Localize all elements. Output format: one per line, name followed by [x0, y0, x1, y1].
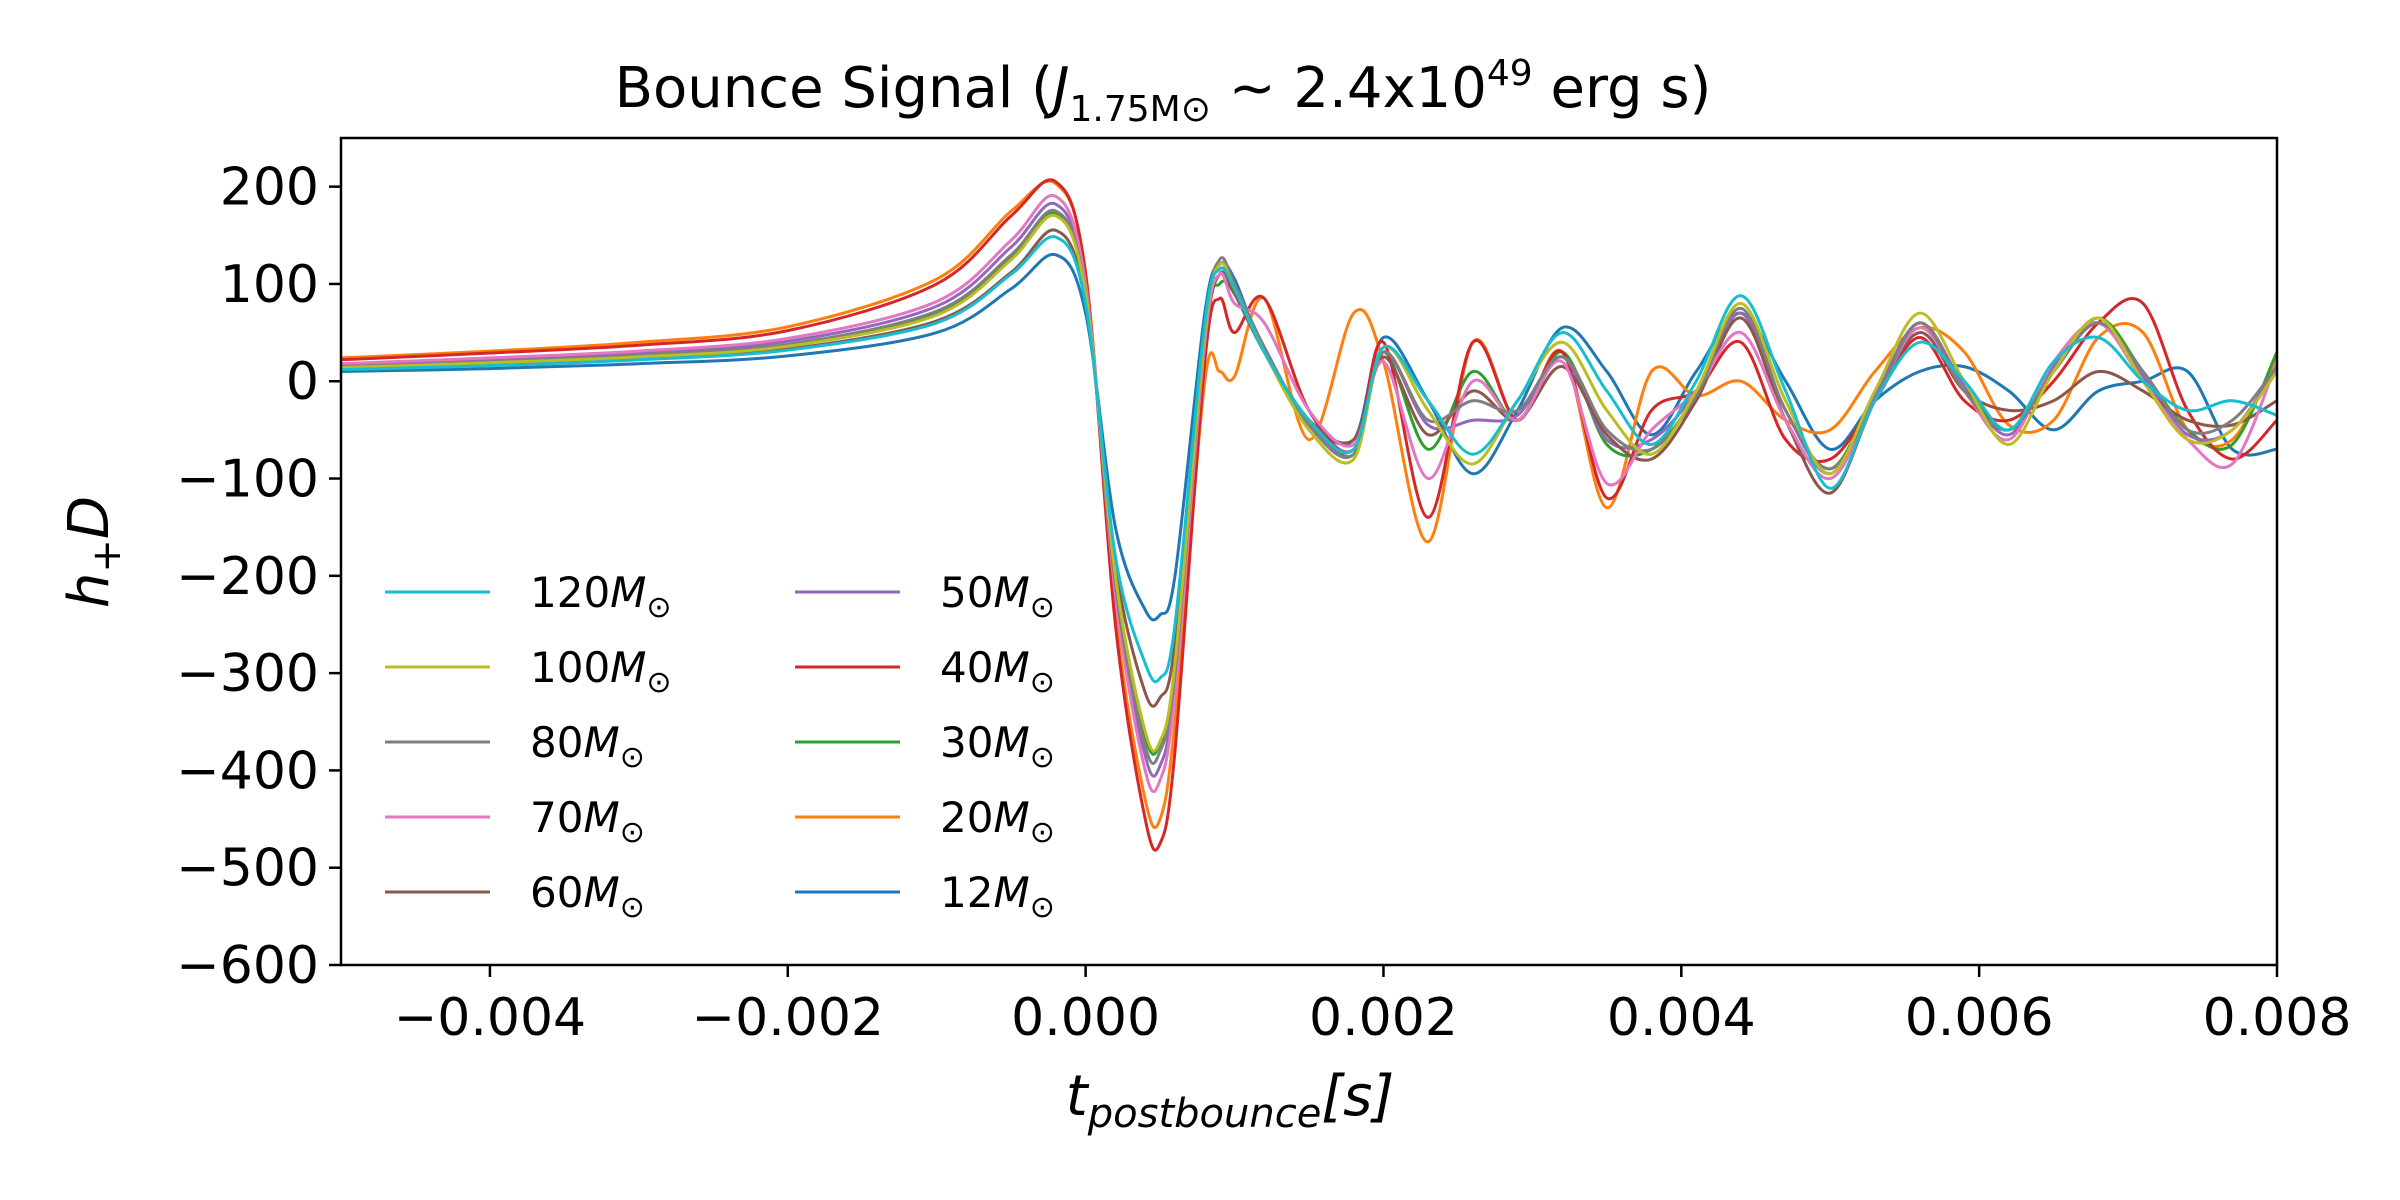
legend: 120M⊙ 100M⊙ 80M⊙ 70M⊙ 60M⊙ 50M⊙ 40M⊙ 30M⊙ 20M⊙ 12… — [385, 568, 1055, 925]
series-line-40M — [341, 178, 2277, 852]
y-tick-label: −500 — [176, 839, 319, 899]
x-tick-label: 0.000 — [1011, 988, 1160, 1048]
x-tick-label: 0.006 — [1905, 988, 2054, 1048]
series-line-120M — [341, 235, 2277, 684]
y-tick-label: −100 — [176, 450, 319, 510]
y-tick-label: 100 — [220, 255, 319, 315]
legend-label-30M: 30M⊙ — [940, 718, 1055, 775]
legend-label-60M: 60M⊙ — [530, 868, 645, 925]
legend-label-50M: 50M⊙ — [940, 568, 1055, 625]
x-tick-label: −0.004 — [394, 988, 586, 1048]
legend-label-12M: 12M⊙ — [940, 868, 1055, 925]
x-axis-label: tpostbounce[s] — [1066, 1064, 1394, 1137]
legend-label-80M: 80M⊙ — [530, 718, 645, 775]
y-tick-label: −600 — [176, 936, 319, 996]
x-tick-label: 0.008 — [2203, 988, 2352, 1048]
legend-label-120M: 120M⊙ — [530, 568, 672, 625]
y-tick-label: 0 — [286, 352, 319, 412]
plot-area — [339, 136, 2279, 967]
x-tick-label: −0.002 — [692, 988, 884, 1048]
legend-label-20M: 20M⊙ — [940, 793, 1055, 850]
y-axis-label: h+D — [57, 496, 130, 608]
x-tick-label: 0.004 — [1607, 988, 1756, 1048]
legend-label-70M: 70M⊙ — [530, 793, 645, 850]
y-tick-label: −400 — [176, 741, 319, 801]
y-axis-ticks: 200 100 0 −100 −200 −300 −400 −500 −600 — [176, 158, 341, 996]
y-tick-label: 200 — [220, 158, 319, 218]
y-tick-label: −200 — [176, 547, 319, 607]
chart-title: Bounce Signal (J1.75M⊙ ~ 2.4x1049 erg s) — [615, 53, 1712, 130]
legend-label-40M: 40M⊙ — [940, 643, 1055, 700]
x-axis-ticks: −0.004 −0.002 0.000 0.002 0.004 0.006 0.008 — [394, 965, 2352, 1048]
x-tick-label: 0.002 — [1309, 988, 1458, 1048]
plot-frame — [339, 136, 2279, 967]
series-layer — [341, 178, 2277, 852]
y-tick-label: −300 — [176, 644, 319, 704]
legend-label-100M: 100M⊙ — [530, 643, 672, 700]
